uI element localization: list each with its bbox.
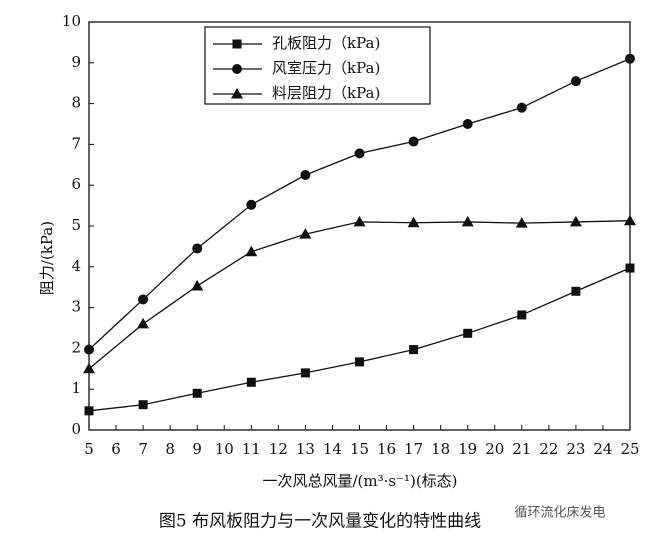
marker-circle	[354, 148, 365, 159]
marker-square	[246, 377, 256, 387]
marker-square	[625, 263, 635, 273]
x-tick-label: 18	[431, 440, 450, 458]
x-tick-label: 19	[458, 440, 477, 458]
y-axis-label: 阻力/(kPa)	[38, 221, 56, 295]
x-tick-label: 7	[138, 440, 148, 458]
marker-circle	[462, 119, 473, 129]
marker-square	[138, 400, 148, 410]
marker-square	[517, 310, 527, 320]
legend-box	[204, 26, 431, 105]
marker-triangle	[407, 216, 420, 228]
x-tick-label: 10	[215, 440, 234, 458]
x-tick-label: 17	[404, 440, 423, 458]
y-tick-label: 4	[71, 257, 81, 275]
marker-square	[571, 286, 581, 296]
marker-circle	[516, 102, 527, 113]
x-tick-label: 23	[566, 440, 585, 458]
marker-square	[355, 357, 364, 367]
marker-circle	[138, 294, 149, 305]
marker-square	[84, 406, 94, 416]
marker-circle	[84, 344, 94, 355]
x-tick-label: 14	[323, 440, 342, 458]
marker-square	[409, 345, 419, 355]
x-tick-label: 11	[242, 440, 261, 458]
x-tick-label: 25	[620, 440, 639, 458]
marker-circle	[625, 53, 635, 64]
marker-triangle	[569, 215, 582, 227]
marker-triangle	[83, 362, 95, 374]
marker-circle	[570, 76, 581, 87]
marker-triangle	[461, 215, 474, 227]
marker-square	[463, 328, 473, 338]
x-tick-label: 15	[350, 440, 369, 458]
x-tick-label: 6	[111, 440, 121, 458]
marker-triangle	[191, 279, 204, 291]
marker-square	[300, 368, 310, 378]
x-tick-label: 8	[165, 440, 175, 458]
marker-square	[192, 388, 202, 398]
marker-triangle	[299, 228, 312, 239]
y-tick-label: 10	[62, 12, 81, 30]
y-tick-label: 9	[71, 53, 81, 71]
x-tick-label: 20	[485, 440, 504, 458]
marker-triangle	[245, 245, 258, 257]
y-tick-label: 0	[71, 420, 81, 438]
y-tick-label: 7	[71, 134, 81, 152]
x-tick-label: 16	[377, 440, 396, 458]
marker-triangle	[515, 217, 528, 228]
x-tick-label: 13	[296, 440, 315, 458]
marker-triangle	[231, 88, 243, 99]
y-tick-label: 6	[71, 175, 81, 193]
legend-label: 孔板阻力（kPa)	[272, 34, 380, 52]
marker-square	[232, 39, 242, 49]
x-tick-label: 5	[84, 440, 94, 458]
y-tick-label: 5	[71, 216, 81, 234]
marker-circle	[408, 136, 419, 147]
marker-triangle	[137, 317, 150, 329]
marker-triangle	[624, 214, 636, 226]
y-tick-label: 3	[71, 298, 81, 316]
x-tick-label: 22	[539, 440, 558, 458]
x-tick-label: 24	[593, 440, 612, 458]
series-line	[88, 220, 631, 370]
marker-triangle	[353, 215, 366, 227]
legend-label: 料层阻力（kPa)	[272, 84, 380, 102]
y-tick-label: 8	[71, 94, 81, 112]
series-line	[88, 267, 631, 412]
legend-label: 风室压力（kPa)	[272, 59, 380, 77]
marker-circle	[300, 170, 311, 180]
y-tick-label: 2	[71, 338, 81, 356]
y-tick-label: 1	[71, 379, 81, 397]
marker-circle	[246, 199, 257, 210]
x-axis-label: 一次风总风量/(m³·s⁻¹)(标态)	[262, 472, 457, 490]
marker-circle	[192, 243, 203, 254]
marker-circle	[232, 64, 242, 74]
watermark: 循环流化床发电	[514, 505, 605, 521]
caption: 图5 布风板阻力与一次风量变化的特性曲线	[159, 512, 481, 532]
x-tick-label: 21	[512, 440, 531, 458]
x-tick-label: 9	[192, 440, 202, 458]
x-tick-label: 12	[269, 440, 288, 458]
